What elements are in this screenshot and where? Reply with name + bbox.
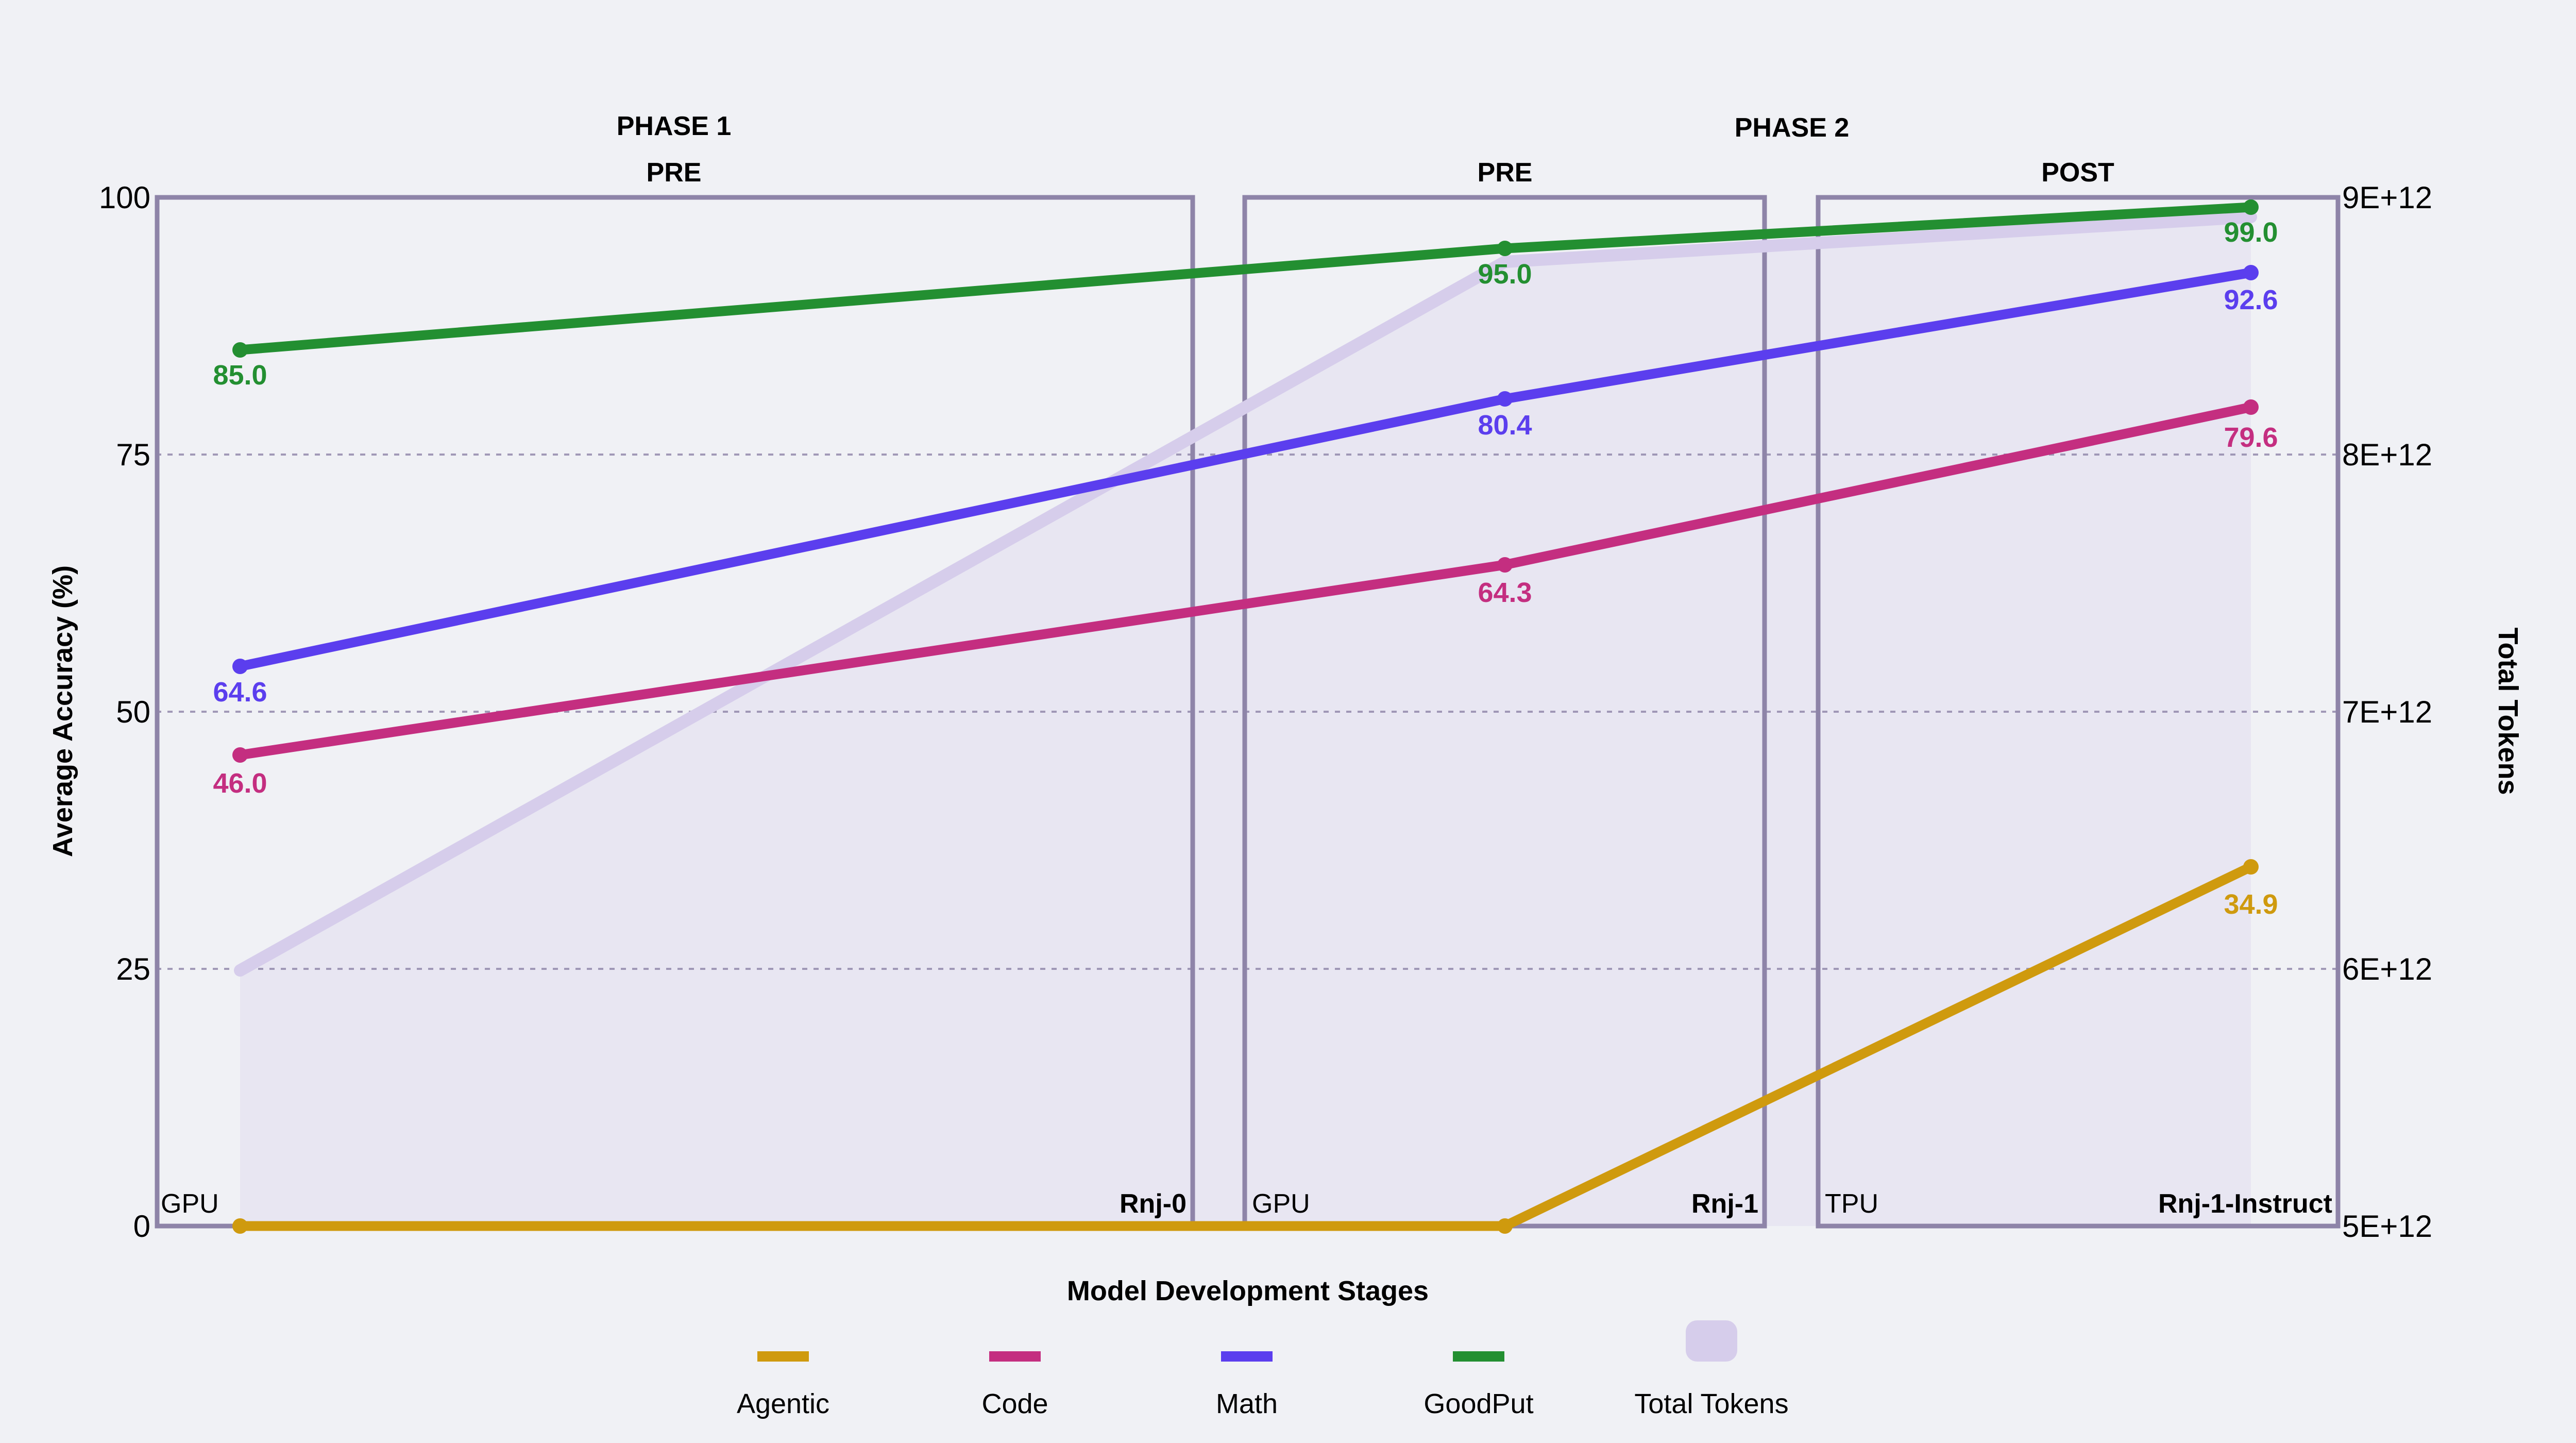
total-tokens-line — [234, 211, 2257, 977]
y2-axis-title: Total Tokens — [2493, 627, 2523, 795]
goodput-label-2: 95.0 — [1478, 259, 1532, 290]
y-tick-75: 75 — [116, 438, 150, 472]
stage1-title: PRE — [647, 158, 702, 188]
y2-tick-6e12: 6E+12 — [2342, 952, 2432, 986]
code-markers — [232, 399, 2259, 763]
legend-code-swatch[interactable] — [989, 1351, 1041, 1362]
math-label-2: 80.4 — [1478, 410, 1532, 441]
legend-goodput-swatch[interactable] — [1453, 1351, 1504, 1362]
y2-tick-8e12: 8E+12 — [2342, 438, 2432, 472]
legend-math-swatch[interactable] — [1221, 1351, 1273, 1362]
goodput-markers — [232, 199, 2259, 358]
y2-tick-9e12: 9E+12 — [2342, 180, 2432, 215]
math-label-3: 92.6 — [2224, 284, 2278, 315]
hardware-label-2: GPU — [1252, 1189, 1310, 1219]
legend-math-label[interactable]: Math — [1216, 1388, 1278, 1419]
model-label-1: Rnj-0 — [1120, 1189, 1187, 1219]
x-axis-title: Model Development Stages — [1067, 1276, 1429, 1306]
phase1-title: PHASE 1 — [617, 111, 732, 141]
legend-agentic-swatch[interactable] — [757, 1351, 809, 1362]
goodput-label-1: 85.0 — [213, 360, 267, 391]
goodput-label-3: 99.0 — [2224, 217, 2278, 248]
y2-tick-5e12: 5E+12 — [2342, 1209, 2432, 1244]
legend-tokens-label[interactable]: Total Tokens — [1634, 1388, 1788, 1419]
y-tick-25: 25 — [116, 952, 150, 986]
code-label-3: 79.6 — [2224, 422, 2278, 453]
model-label-2: Rnj-1 — [1691, 1189, 1758, 1219]
legend-goodput-label[interactable]: GoodPut — [1423, 1388, 1533, 1419]
legend-agentic-label[interactable]: Agentic — [737, 1388, 829, 1419]
code-label-2: 64.3 — [1478, 577, 1532, 608]
math-label-1: 64.6 — [213, 677, 267, 708]
y-tick-50: 50 — [116, 695, 150, 729]
phase2-post-box — [1816, 195, 2341, 1229]
model-label-3: Rnj-1-Instruct — [2158, 1189, 2332, 1219]
hardware-label-3: TPU — [1825, 1189, 1878, 1219]
legend-tokens-swatch[interactable] — [1686, 1320, 1737, 1362]
y2-tick-7e12: 7E+12 — [2342, 695, 2432, 729]
agentic-label-3: 34.9 — [2224, 889, 2278, 920]
legend-code-label[interactable]: Code — [981, 1388, 1048, 1419]
agentic-markers — [232, 859, 2259, 1234]
math-markers — [232, 265, 2259, 674]
code-label-1: 46.0 — [213, 768, 267, 799]
y-tick-100: 100 — [99, 180, 150, 215]
y-axis-title: Average Accuracy (%) — [47, 565, 78, 857]
stage3-title: POST — [2041, 158, 2114, 188]
phase2-title: PHASE 2 — [1735, 113, 1850, 143]
hardware-label-1: GPU — [161, 1189, 219, 1219]
y-tick-0: 0 — [133, 1209, 150, 1244]
stage2-title: PRE — [1478, 158, 1533, 188]
legend: Agentic Code Math GoodPut Total Tokens — [737, 1320, 1789, 1419]
